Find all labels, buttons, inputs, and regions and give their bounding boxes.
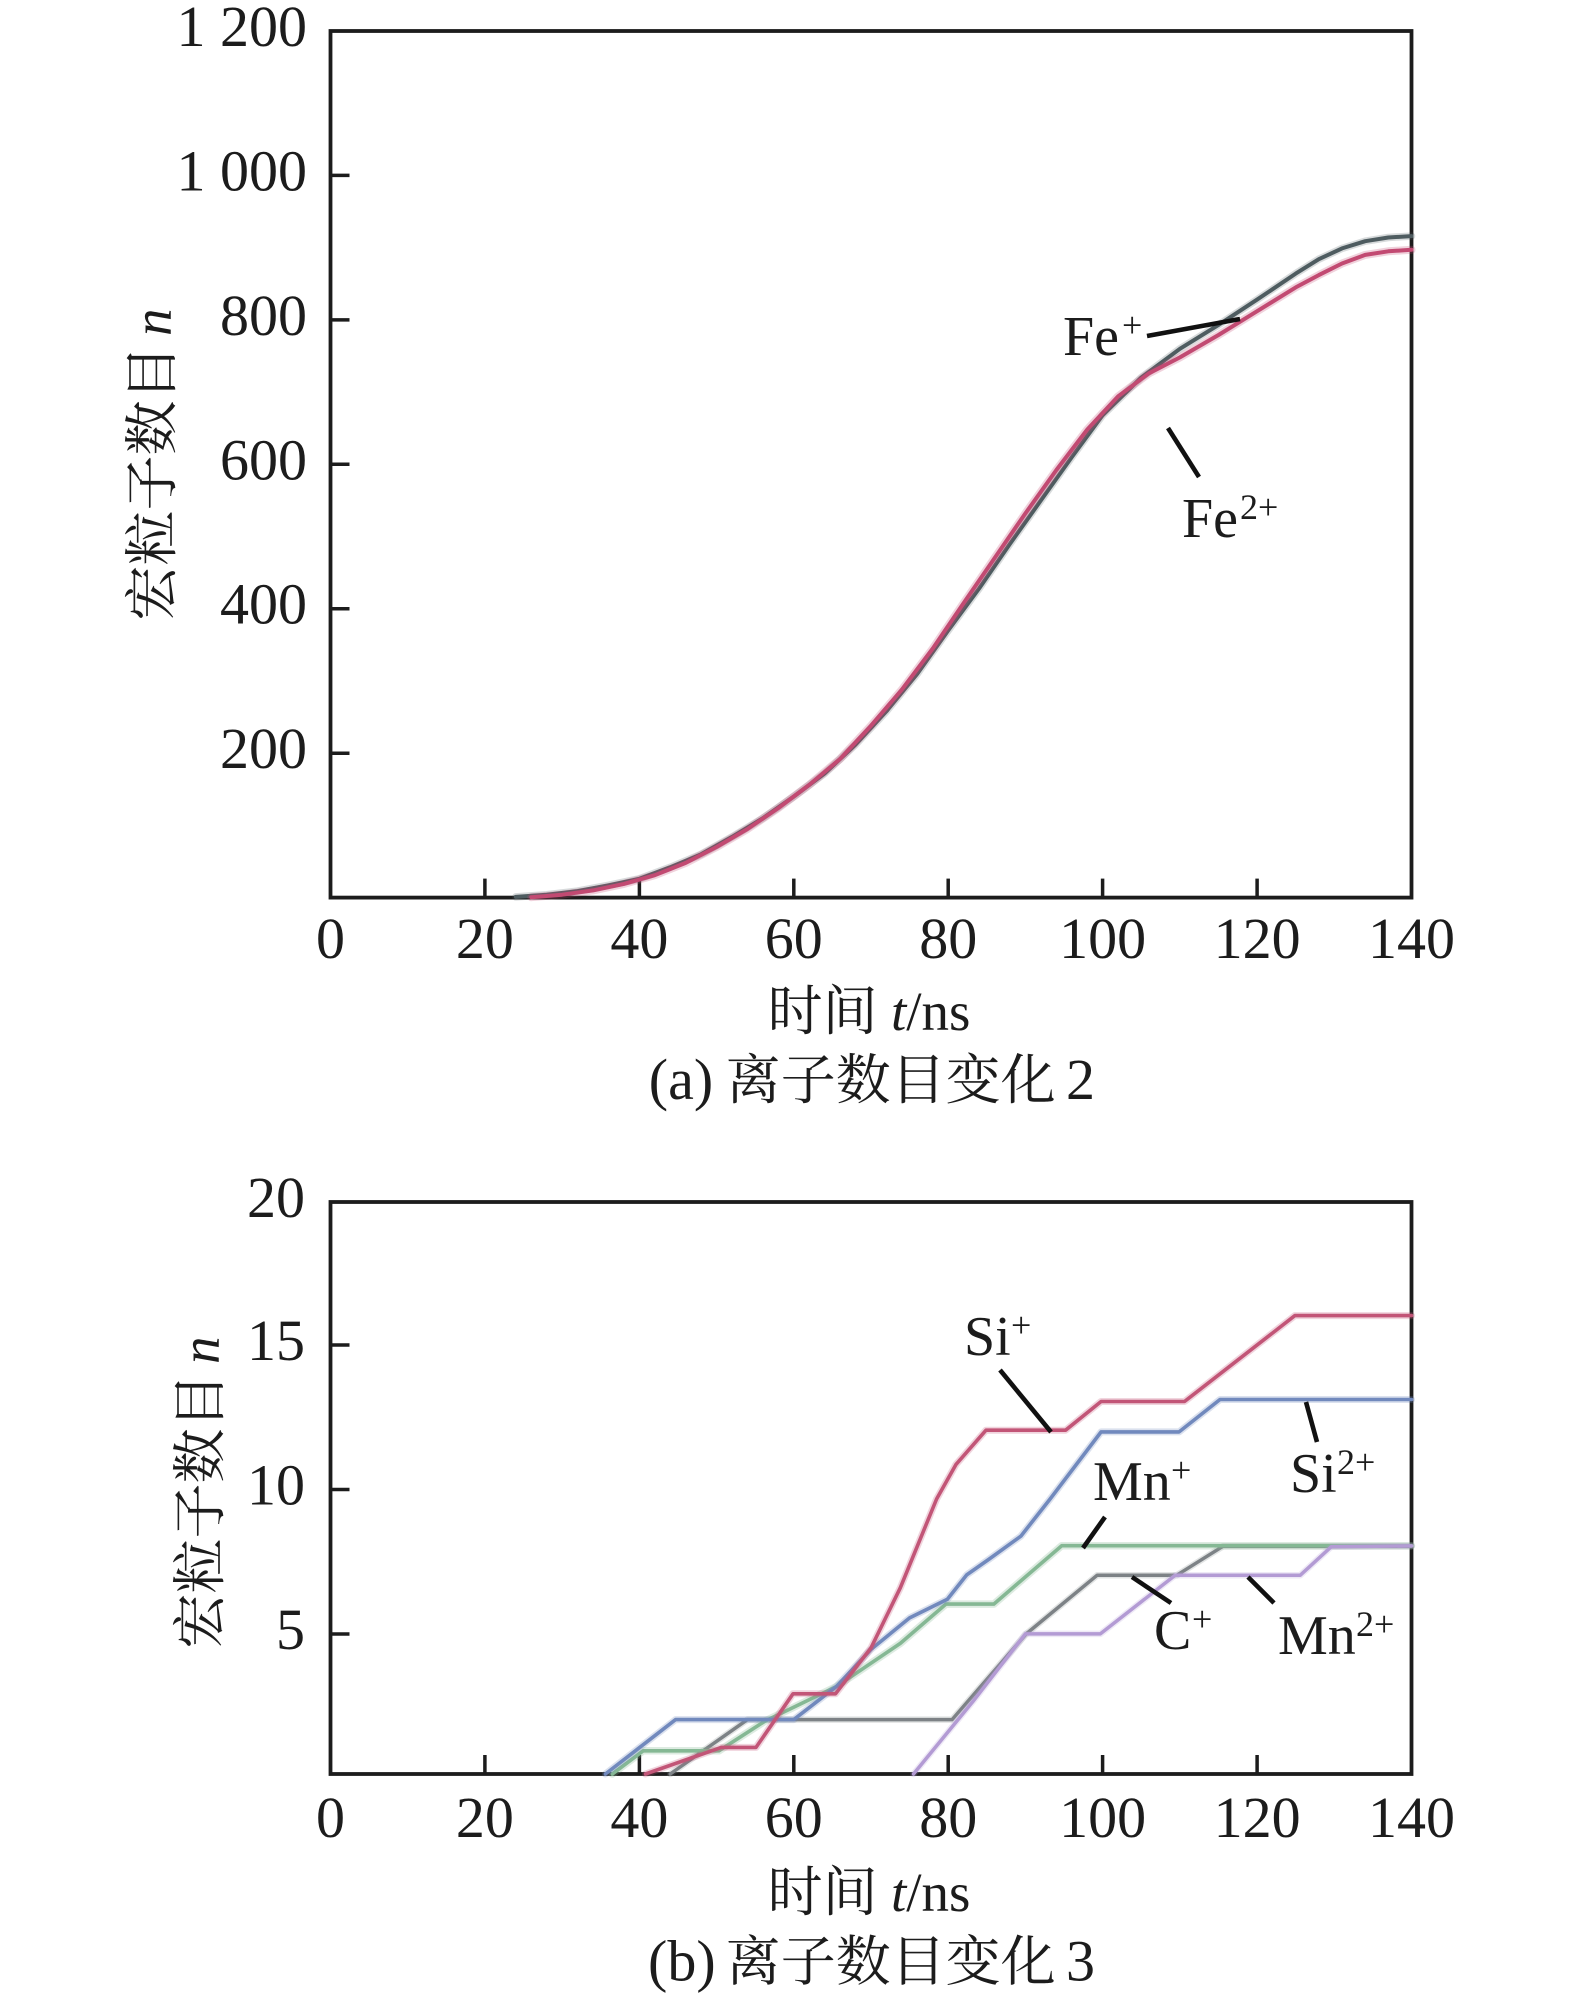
svg-text:20: 20: [247, 1165, 305, 1230]
svg-text:+: +: [1011, 1305, 1031, 1345]
svg-text:10: 10: [247, 1453, 305, 1518]
svg-text:5: 5: [276, 1597, 305, 1662]
svg-text:+: +: [1192, 1599, 1212, 1639]
svg-text:120: 120: [1214, 1785, 1301, 1850]
svg-text:140: 140: [1368, 1785, 1455, 1850]
svg-text:60: 60: [765, 906, 823, 971]
svg-text:0: 0: [316, 906, 345, 971]
svg-text:n: n: [170, 1337, 231, 1365]
svg-text:1 200: 1 200: [177, 0, 308, 59]
svg-text:800: 800: [220, 283, 307, 348]
svg-text:+: +: [1171, 1450, 1191, 1490]
svg-text:100: 100: [1059, 1785, 1146, 1850]
svg-text:20: 20: [456, 906, 514, 971]
svg-text:t/ns: t/ns: [891, 1862, 970, 1923]
svg-text:Mn: Mn: [1093, 1451, 1171, 1513]
svg-text:3: 3: [1066, 1929, 1095, 1994]
svg-text:100: 100: [1059, 906, 1146, 971]
svg-text:200: 200: [220, 716, 307, 781]
svg-text:20: 20: [456, 1785, 514, 1850]
svg-text:0: 0: [316, 1785, 345, 1850]
svg-text:(a): (a): [649, 1047, 713, 1112]
svg-text:Fe: Fe: [1063, 306, 1119, 368]
svg-text:+: +: [1122, 305, 1142, 345]
svg-text:C: C: [1154, 1600, 1191, 1662]
svg-text:80: 80: [919, 906, 977, 971]
svg-text:600: 600: [220, 427, 307, 492]
svg-text:15: 15: [247, 1308, 305, 1373]
svg-text:120: 120: [1214, 906, 1301, 971]
svg-text:400: 400: [220, 572, 307, 637]
svg-text:2+: 2+: [1337, 1442, 1375, 1482]
svg-text:Si: Si: [1290, 1443, 1337, 1505]
svg-text:t/ns: t/ns: [891, 981, 970, 1042]
svg-text:60: 60: [765, 1785, 823, 1850]
svg-text:Mn: Mn: [1278, 1605, 1356, 1667]
svg-text:80: 80: [919, 1785, 977, 1850]
svg-text:n: n: [122, 309, 183, 337]
svg-text:140: 140: [1368, 906, 1455, 971]
svg-text:Si: Si: [964, 1306, 1011, 1368]
svg-text:2: 2: [1066, 1047, 1095, 1112]
svg-text:1 000: 1 000: [177, 138, 308, 203]
svg-text:40: 40: [610, 906, 668, 971]
svg-text:(b): (b): [648, 1929, 716, 1994]
svg-text:40: 40: [610, 1785, 668, 1850]
svg-text:2+: 2+: [1356, 1604, 1394, 1644]
svg-text:Fe: Fe: [1182, 488, 1238, 550]
svg-text:2+: 2+: [1240, 487, 1278, 527]
